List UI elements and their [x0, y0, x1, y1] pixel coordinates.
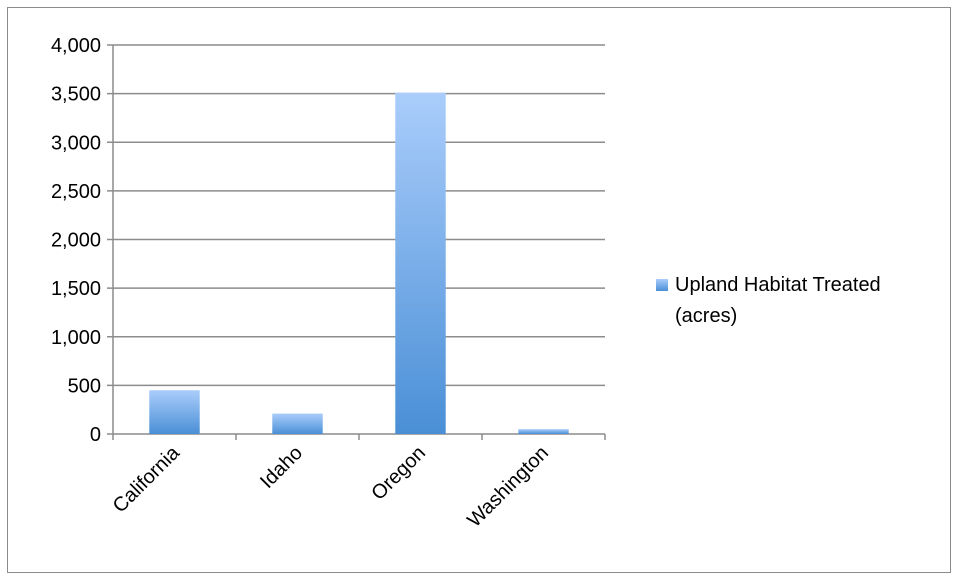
- y-tick-label: 2,000: [51, 230, 101, 252]
- axes: [107, 44, 606, 440]
- legend: Upland Habitat Treated (acres): [656, 274, 881, 327]
- y-tick-label: 2,500: [51, 181, 101, 203]
- y-tick-label: 1,500: [51, 278, 101, 300]
- y-tick-label: 4,000: [51, 35, 101, 57]
- bar-idaho: [272, 413, 323, 434]
- bar-california: [149, 390, 200, 434]
- y-tick-label: 3,500: [51, 84, 101, 106]
- x-tick-label: Oregon: [367, 442, 430, 505]
- y-tick-labels: 0 500 1,000 1,500 2,000 2,500 3,000 3,500 4,000: [51, 35, 101, 446]
- bar-oregon: [395, 92, 446, 434]
- gridlines: [113, 44, 605, 387]
- chart-frame: [7, 7, 951, 573]
- y-tick-label: 0: [90, 424, 101, 446]
- x-tick-label: Washington: [463, 442, 553, 532]
- y-tick-label: 500: [68, 375, 101, 397]
- bars: [149, 92, 569, 434]
- y-tick-label: 1,000: [51, 327, 101, 349]
- y-tick-label: 3,000: [51, 132, 101, 154]
- bar-washington: [518, 429, 569, 434]
- legend-swatch: [656, 279, 668, 291]
- x-tick-labels: California Idaho Oregon Washington: [109, 441, 553, 531]
- legend-label-line2: (acres): [675, 305, 737, 327]
- x-tick-label: Idaho: [256, 442, 307, 493]
- x-tick-label: California: [109, 441, 185, 517]
- legend-label-line1: Upland Habitat Treated: [675, 274, 881, 296]
